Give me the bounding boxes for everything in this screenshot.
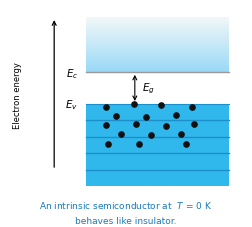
- Bar: [86, 45, 229, 46]
- Bar: [86, 39, 229, 40]
- Bar: [86, 19, 229, 20]
- Text: behaves like insulator.: behaves like insulator.: [75, 216, 177, 225]
- Bar: [86, 40, 229, 41]
- Bar: [86, 37, 229, 38]
- Text: $E_c$: $E_c$: [66, 67, 78, 81]
- Bar: [86, 28, 229, 29]
- Bar: [86, 43, 229, 44]
- Bar: [86, 31, 229, 32]
- Bar: [86, 60, 229, 61]
- Bar: [86, 70, 229, 71]
- Bar: [86, 36, 229, 37]
- Bar: [86, 54, 229, 55]
- Bar: [86, 51, 229, 52]
- Bar: [86, 21, 229, 22]
- Bar: [86, 33, 229, 34]
- Bar: [86, 46, 229, 47]
- Bar: [86, 53, 229, 54]
- Bar: [86, 41, 229, 42]
- Bar: [86, 62, 229, 63]
- Bar: [86, 56, 229, 57]
- Bar: [86, 63, 229, 64]
- Bar: [86, 30, 229, 31]
- Bar: [86, 104, 229, 186]
- Bar: [86, 72, 229, 73]
- Bar: [86, 67, 229, 68]
- Bar: [86, 58, 229, 59]
- Bar: [86, 52, 229, 53]
- Bar: [86, 69, 229, 70]
- Bar: [86, 48, 229, 49]
- Bar: [86, 57, 229, 58]
- Bar: [86, 34, 229, 35]
- Bar: [86, 23, 229, 24]
- Bar: [86, 44, 229, 45]
- Bar: [86, 71, 229, 72]
- Bar: [86, 65, 229, 66]
- Text: Electron energy: Electron energy: [13, 62, 22, 129]
- Bar: [86, 27, 229, 28]
- Bar: [86, 26, 229, 27]
- Bar: [86, 55, 229, 56]
- Bar: [86, 68, 229, 69]
- Bar: [86, 42, 229, 43]
- Bar: [86, 32, 229, 33]
- Text: $E_g$: $E_g$: [142, 81, 155, 96]
- Bar: [86, 25, 229, 26]
- Bar: [86, 22, 229, 23]
- Text: An intrinsic semiconductor at  $T$ = 0 K: An intrinsic semiconductor at $T$ = 0 K: [39, 199, 213, 210]
- Bar: [86, 20, 229, 21]
- Bar: [86, 64, 229, 65]
- Bar: [86, 38, 229, 39]
- Bar: [86, 47, 229, 48]
- Bar: [86, 66, 229, 67]
- Bar: [86, 35, 229, 36]
- Bar: [86, 18, 229, 19]
- Bar: [86, 24, 229, 25]
- Bar: [86, 29, 229, 30]
- Bar: [86, 49, 229, 50]
- Bar: [86, 61, 229, 62]
- Bar: [86, 50, 229, 51]
- Bar: [86, 59, 229, 60]
- Text: $E_v$: $E_v$: [65, 98, 78, 111]
